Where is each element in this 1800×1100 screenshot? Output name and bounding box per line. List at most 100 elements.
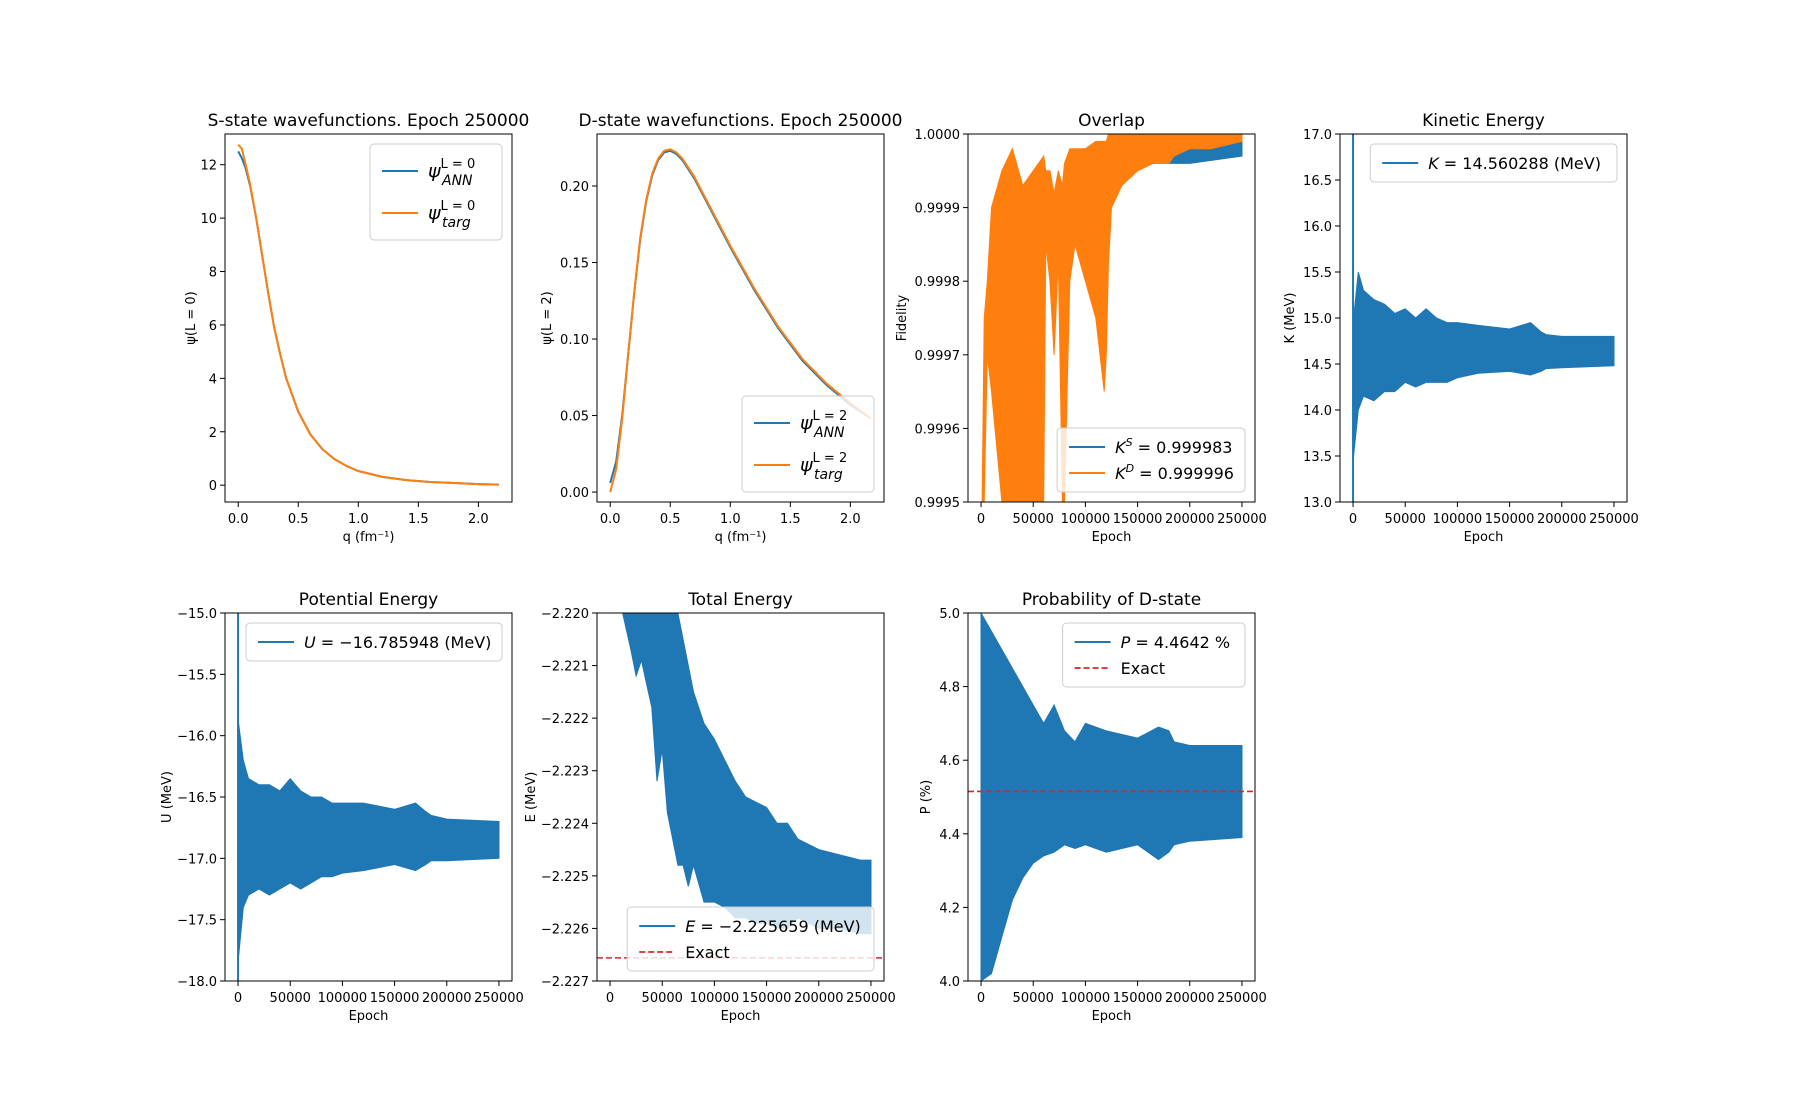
x-tick-label: 250000 — [474, 991, 524, 1006]
legend-frame — [626, 906, 875, 972]
plot-area — [968, 613, 1255, 981]
y-tick-label: 4 — [209, 372, 217, 387]
series-band-0 — [1353, 271, 1615, 457]
legend-label: KD = 0.999996 — [1115, 462, 1234, 483]
y-tick-label: 0.9997 — [915, 349, 961, 364]
y-tick-label: −2.223 — [541, 765, 589, 780]
y-tick-label: 14.5 — [1303, 358, 1332, 373]
legend-frame — [1369, 143, 1618, 183]
legend-frame — [1056, 427, 1246, 493]
legend-frame — [1062, 622, 1246, 688]
y-axis-label: Fidelity — [895, 294, 910, 341]
y-tick-label: −2.221 — [541, 660, 589, 675]
y-tick-label: 4.2 — [939, 901, 960, 916]
x-tick-label: 50000 — [1385, 512, 1426, 527]
chart-title: Probability of D-state — [1022, 590, 1201, 610]
chart-title: Overlap — [1078, 111, 1145, 131]
y-tick-label: 10 — [200, 212, 217, 227]
y-axis-label: U (MeV) — [160, 771, 175, 823]
plot-area — [1352, 134, 1615, 502]
y-tick-label: −2.225 — [541, 870, 589, 885]
y-tick-label: 0 — [209, 479, 217, 494]
x-tick-label: 50000 — [270, 991, 311, 1006]
y-tick-label: 0.10 — [560, 333, 589, 348]
y-tick-label: 13.5 — [1303, 450, 1332, 465]
x-axis-label: Epoch — [721, 1009, 761, 1024]
x-tick-label: 0 — [977, 512, 985, 527]
chart-title: Total Energy — [687, 590, 793, 610]
x-axis-label: q (fm⁻¹) — [343, 530, 395, 545]
legend-label: P = 4.4642 % — [1121, 633, 1231, 652]
y-tick-label: 16.0 — [1303, 220, 1332, 235]
x-tick-label: 0 — [234, 991, 242, 1006]
x-tick-label: 1.5 — [780, 512, 801, 527]
chart-kinetic: 0 50000 100000 150000 200000 250000 13.0 13.5 14… — [1283, 111, 1639, 545]
y-tick-label: 2 — [209, 426, 217, 441]
legend: P = 4.4642 % Exact — [1062, 622, 1246, 688]
y-tick-label: 0.9999 — [915, 202, 961, 217]
axes-frame — [596, 612, 885, 982]
chart-title: D-state wavefunctions. Epoch 250000 — [579, 111, 903, 131]
chart-prob_d: 0 50000 100000 150000 200000 250000 4.0 4.2 4.4 4… — [919, 590, 1267, 1024]
x-tick-label: 0.0 — [228, 512, 249, 527]
y-tick-label: 14.0 — [1303, 404, 1332, 419]
plot-area — [597, 613, 884, 959]
x-tick-label: 100000 — [690, 991, 740, 1006]
x-tick-label: 50000 — [1013, 512, 1054, 527]
chart-title: Potential Energy — [299, 590, 438, 610]
y-tick-label: −2.227 — [541, 975, 589, 990]
y-tick-label: −17.5 — [177, 914, 217, 929]
y-axis-label: ψ(L = 0) — [184, 291, 199, 344]
y-tick-label: 0.00 — [560, 486, 589, 501]
legend-label: ψL = 2 targ — [800, 451, 847, 483]
y-tick-label: −2.226 — [541, 922, 589, 937]
legend-frame — [369, 143, 503, 241]
legend-label: E = −2.225659 (MeV) — [685, 917, 861, 936]
y-tick-label: 0.20 — [560, 180, 589, 195]
y-tick-label: −17.0 — [177, 852, 217, 867]
y-tick-label: 1.0000 — [915, 128, 961, 143]
y-tick-label: 0.15 — [560, 257, 589, 272]
x-tick-label: 200000 — [1165, 512, 1215, 527]
y-tick-label: 4.6 — [939, 754, 960, 769]
legend-frame — [741, 395, 875, 493]
x-tick-label: 150000 — [742, 991, 792, 1006]
x-tick-label: 150000 — [1113, 512, 1163, 527]
y-axis-label: ψ(L = 2) — [540, 291, 555, 344]
x-tick-label: 200000 — [794, 991, 844, 1006]
y-tick-label: 12 — [200, 159, 217, 174]
y-tick-label: 0.9996 — [915, 422, 961, 437]
x-tick-label: 100000 — [1433, 512, 1483, 527]
y-tick-label: 15.0 — [1303, 312, 1332, 327]
x-axis-label: Epoch — [349, 1009, 389, 1024]
legend: ψL = 2 ANN ψL = 2 targ — [741, 395, 875, 493]
x-tick-label: 0.5 — [660, 512, 681, 527]
legend: K = 14.560288 (MeV) — [1369, 143, 1618, 183]
legend-label: ψL = 2 ANN — [800, 409, 847, 441]
x-tick-label: 100000 — [318, 991, 368, 1006]
x-axis-label: Epoch — [1092, 530, 1132, 545]
y-axis-label: P (%) — [919, 780, 934, 814]
chart-title: Kinetic Energy — [1422, 111, 1545, 131]
x-tick-label: 1.0 — [720, 512, 741, 527]
x-tick-label: 0.0 — [600, 512, 621, 527]
y-tick-label: −2.220 — [541, 607, 589, 622]
y-axis-label: K (MeV) — [1283, 293, 1298, 344]
x-tick-label: 50000 — [1013, 991, 1054, 1006]
x-axis-label: q (fm⁻¹) — [715, 530, 767, 545]
y-tick-label: 16.5 — [1303, 174, 1332, 189]
plot-area — [981, 134, 1243, 502]
x-tick-label: 150000 — [1113, 991, 1163, 1006]
legend-label: ψL = 0 targ — [428, 199, 475, 231]
y-tick-label: 13.0 — [1303, 496, 1332, 511]
plot-area — [609, 148, 872, 493]
y-tick-label: 0.9995 — [915, 496, 961, 511]
x-tick-label: 0 — [977, 991, 985, 1006]
series-band-0 — [238, 723, 500, 957]
legend-label-exact: Exact — [1121, 659, 1165, 678]
legend-label: ψL = 0 ANN — [428, 157, 475, 189]
y-tick-label: 4.0 — [939, 975, 960, 990]
y-tick-label: 6 — [209, 319, 217, 334]
x-tick-label: 200000 — [1165, 991, 1215, 1006]
legend: ψL = 0 ANN ψL = 0 targ — [369, 143, 503, 241]
